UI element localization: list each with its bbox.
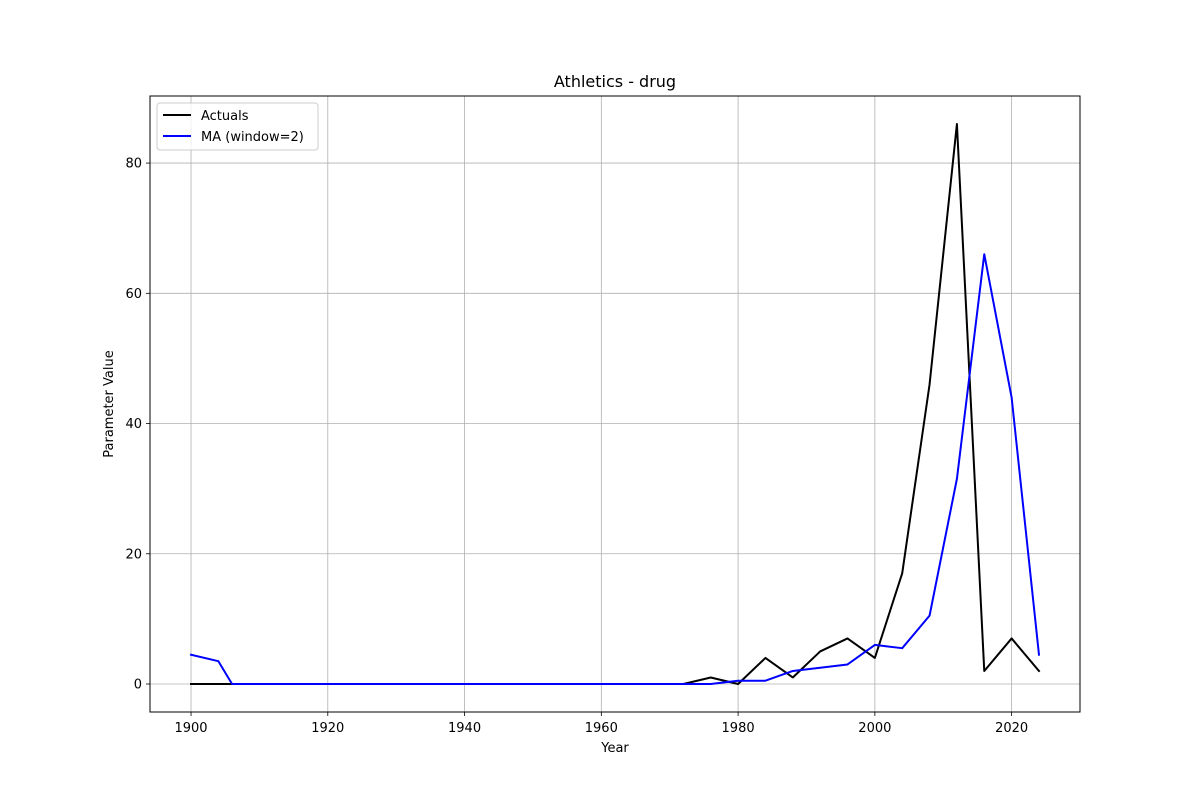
y-tick-label: 40 — [125, 417, 142, 432]
series-lines — [189, 123, 1041, 685]
plot-frame — [149, 95, 1081, 713]
y-tick-label: 80 — [125, 157, 142, 172]
y-tick-label: 20 — [125, 547, 142, 562]
x-tick-label: 1920 — [311, 721, 344, 736]
series-line-moving-average — [189, 253, 1041, 685]
x-tick-label: 1940 — [448, 721, 481, 736]
legend-label: MA (window=2) — [201, 130, 304, 145]
x-tick-label: 2000 — [858, 721, 891, 736]
x-tick-label: 1900 — [174, 721, 207, 736]
y-tick-label: 0 — [134, 678, 142, 693]
y-tick-label: 60 — [125, 287, 142, 302]
x-tick-label: 1960 — [585, 721, 618, 736]
legend-label: Actuals — [201, 109, 249, 124]
axis-ticks: 1900 1920 1940 1960 1980 2000 2020 0 20 40 60 80 — [125, 157, 1028, 736]
y-axis-title: Parameter Value — [102, 350, 117, 457]
x-tick-label: 2020 — [995, 721, 1028, 736]
chart-title: Athletics - drug — [554, 72, 676, 91]
legend: Actuals MA (window=2) — [156, 102, 319, 151]
x-tick-label: 1980 — [722, 721, 755, 736]
legend-items: Actuals MA (window=2) — [163, 109, 304, 145]
x-axis-title: Year — [600, 741, 629, 756]
legend-box — [156, 102, 319, 151]
